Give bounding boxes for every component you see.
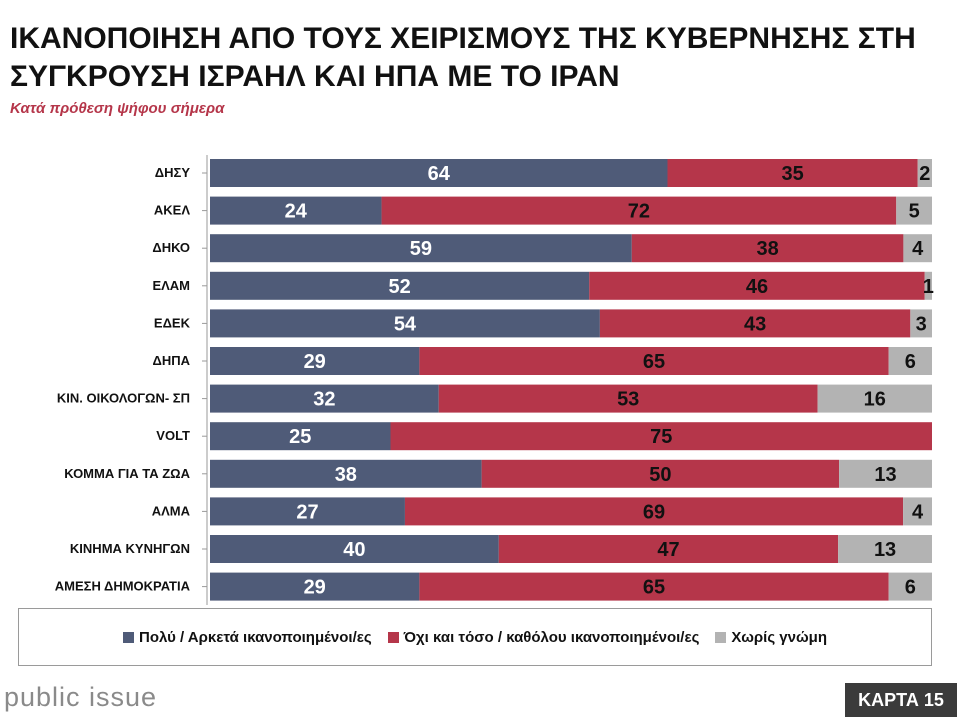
data-label-no-opinion: 5 (909, 201, 920, 223)
data-label-not-satisfied: 53 (617, 389, 639, 411)
category-label: ΕΔΕΚ (154, 315, 191, 330)
category-label: ΔΗΚΟ (152, 240, 190, 255)
data-label-satisfied: 24 (285, 201, 308, 223)
data-label-no-opinion: 3 (916, 313, 927, 335)
data-label-no-opinion: 6 (905, 577, 916, 599)
category-label: ΚΟΜΜΑ ΓΙΑ ΤΑ ΖΩΑ (64, 466, 190, 481)
legend-swatch-not-satisfied (387, 631, 399, 643)
data-label-not-satisfied: 43 (744, 313, 766, 335)
data-label-satisfied: 32 (313, 389, 335, 411)
bar-segment-satisfied (210, 497, 405, 526)
bar-segment-no-opinion (910, 309, 932, 338)
bar-segment-no-opinion (903, 497, 932, 526)
bar-segment-no-opinion (903, 234, 932, 263)
data-label-not-satisfied: 46 (746, 276, 768, 298)
bar-segment-not-satisfied (390, 422, 932, 451)
data-label-no-opinion: 4 (912, 238, 924, 260)
bar-segment-no-opinion (896, 196, 932, 225)
data-label-not-satisfied: 50 (649, 464, 671, 486)
bar-segment-satisfied (210, 384, 439, 413)
data-label-not-satisfied: 35 (781, 163, 803, 185)
data-label-satisfied: 25 (289, 426, 311, 448)
data-label-satisfied: 64 (428, 163, 451, 185)
card-number-badge: ΚΑΡΤΑ 15 (845, 683, 957, 717)
category-label: ΔΗΣΥ (155, 165, 191, 180)
bar-segment-no-opinion (917, 159, 932, 187)
category-label: VOLT (156, 428, 190, 443)
category-label: ΚΙΝ. ΟΙΚΟΛΟΓΩΝ- ΣΠ (57, 391, 190, 406)
legend-swatch-satisfied (123, 631, 134, 643)
bar-segment-no-opinion (924, 271, 932, 300)
bar-segment-not-satisfied (589, 271, 925, 300)
public-issue-logo: public issue (4, 682, 158, 712)
category-label: ΑΛΜΑ (152, 503, 191, 518)
legend-label-satisfied: Πολύ / Αρκετά ικανοποιημένοι/ες (139, 628, 372, 646)
chart-legend: Πολύ / Αρκετά ικανοποιημένοι/ες Όχι και … (18, 608, 932, 666)
data-label-satisfied: 40 (343, 539, 365, 561)
bar-segment-satisfied (210, 347, 420, 375)
data-label-not-satisfied: 47 (657, 539, 679, 561)
bar-segment-no-opinion (817, 384, 932, 413)
data-label-not-satisfied: 75 (650, 426, 672, 448)
data-label-satisfied: 52 (388, 276, 410, 298)
bar-segment-satisfied (210, 572, 420, 601)
category-label: ΑΚΕΛ (154, 203, 190, 218)
bar-segment-not-satisfied (419, 572, 889, 601)
legend-item-no-opinion: Χωρίς γνώμη (715, 629, 827, 646)
data-label-no-opinion: 13 (874, 539, 896, 561)
data-label-satisfied: 38 (335, 464, 357, 486)
bar-segment-no-opinion (888, 572, 932, 601)
bar-segment-not-satisfied (667, 159, 918, 187)
bar-segment-not-satisfied (381, 196, 897, 225)
category-label: ΔΗΠΑ (152, 353, 190, 368)
data-label-not-satisfied: 69 (643, 501, 665, 523)
chart-subtitle: Κατά πρόθεση ψήφου σήμερα (10, 100, 225, 117)
bar-segment-satisfied (210, 159, 668, 187)
data-label-satisfied: 27 (296, 501, 318, 523)
bar-segment-satisfied (210, 234, 632, 263)
bar-segment-satisfied (210, 196, 382, 225)
category-label: ΚΙΝΗΜΑ ΚΥΝΗΓΩΝ (70, 541, 190, 556)
data-label-not-satisfied: 65 (643, 351, 665, 373)
bar-segment-not-satisfied (438, 384, 818, 413)
legend-label-no-opinion: Χωρίς γνώμη (731, 628, 827, 646)
data-label-satisfied: 54 (394, 313, 417, 335)
data-label-no-opinion: 2 (919, 163, 930, 185)
bar-segment-no-opinion (839, 459, 932, 488)
bar-segment-not-satisfied (631, 234, 904, 263)
category-label: ΑΜΕΣΗ ΔΗΜΟΚΡΑΤΙΑ (55, 579, 191, 594)
legend-item-not-satisfied: Όχι και τόσο / καθόλου ικανοποιημένοι/ες (387, 628, 700, 646)
bar-segment-not-satisfied (481, 459, 840, 488)
bar-segment-no-opinion (888, 347, 932, 375)
category-label: ΕΛΑΜ (152, 278, 190, 293)
legend-item-satisfied: Πολύ / Αρκετά ικανοποιημένοι/ες (123, 629, 372, 646)
bar-segment-satisfied (210, 422, 391, 451)
data-label-no-opinion: 1 (923, 276, 934, 298)
bar-segment-satisfied (210, 535, 499, 563)
data-label-not-satisfied: 72 (628, 201, 650, 223)
legend-label-not-satisfied: Όχι και τόσο / καθόλου ικανοποιημένοι/ες (403, 628, 700, 646)
bar-segment-satisfied (210, 271, 590, 300)
bar-segment-not-satisfied (419, 347, 889, 375)
data-label-not-satisfied: 65 (643, 577, 665, 599)
data-label-satisfied: 29 (304, 351, 326, 373)
bar-segment-satisfied (210, 309, 600, 338)
data-label-no-opinion: 4 (912, 501, 924, 523)
data-label-not-satisfied: 38 (756, 238, 778, 260)
legend-swatch-no-opinion (715, 631, 727, 643)
data-label-no-opinion: 13 (874, 464, 896, 486)
data-label-satisfied: 59 (410, 238, 432, 260)
data-label-no-opinion: 6 (905, 351, 916, 373)
bar-segment-no-opinion (838, 535, 932, 563)
bar-segment-not-satisfied (404, 497, 904, 526)
data-label-no-opinion: 16 (864, 389, 886, 411)
bar-segment-satisfied (210, 459, 482, 488)
data-label-satisfied: 29 (304, 577, 326, 599)
bar-segment-not-satisfied (498, 535, 839, 563)
bar-segment-not-satisfied (599, 309, 911, 338)
chart-title: ΙΚΑΝΟΠΟΙΗΣΗ ΑΠΟ ΤΟΥΣ ΧΕΙΡΙΣΜΟΥΣ ΤΗΣ ΚΥΒΕ… (10, 22, 916, 93)
